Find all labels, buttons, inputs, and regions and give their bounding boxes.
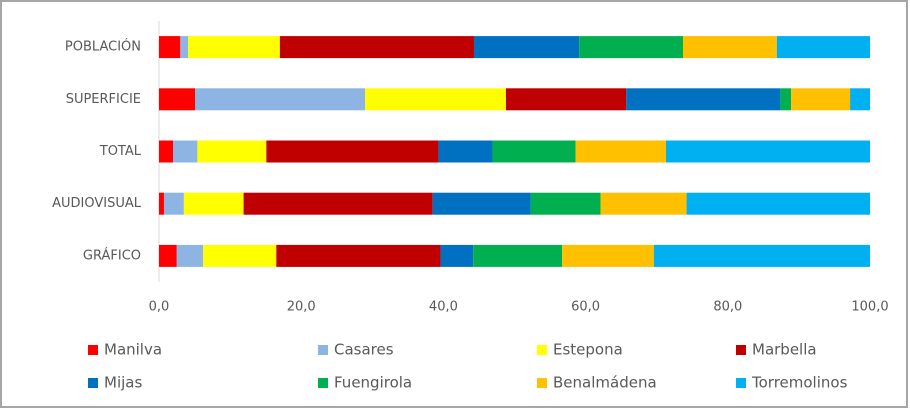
legend-label: Estepona bbox=[553, 341, 623, 359]
legend-label: Manilva bbox=[104, 341, 162, 359]
bar-segment bbox=[665, 140, 870, 163]
bar-segment bbox=[686, 192, 870, 215]
bar-segment bbox=[530, 192, 601, 215]
bar-segment bbox=[203, 244, 277, 267]
bar-segment bbox=[780, 88, 792, 111]
bar-segment bbox=[505, 88, 627, 111]
bar-segment bbox=[365, 88, 506, 111]
bar-segment bbox=[600, 192, 687, 215]
bar-segment bbox=[850, 88, 870, 111]
bar-segment bbox=[173, 140, 198, 163]
x-tick-label: 80,0 bbox=[713, 300, 742, 315]
legend-label: Mijas bbox=[104, 374, 142, 392]
bar-segment bbox=[579, 36, 684, 59]
y-tick-label: POBLACIÓN bbox=[65, 39, 141, 55]
bar-segment bbox=[183, 192, 244, 215]
legend-swatch bbox=[318, 345, 328, 355]
legend-swatch bbox=[537, 345, 547, 355]
legend-swatch bbox=[736, 345, 746, 355]
legend-swatch bbox=[736, 378, 746, 388]
bar-segment bbox=[163, 192, 184, 215]
y-tick-label: TOTAL bbox=[99, 144, 142, 159]
legend-label: Torremolinos bbox=[751, 374, 848, 392]
y-tick-label: GRÁFICO bbox=[83, 247, 141, 263]
legend-label: Fuengirola bbox=[334, 374, 412, 392]
bar-segment bbox=[776, 36, 870, 59]
legend-label: Casares bbox=[334, 341, 394, 359]
bar-segment bbox=[473, 244, 563, 267]
bar-segment bbox=[159, 140, 174, 163]
legend-swatch bbox=[537, 378, 547, 388]
bar-segment bbox=[438, 140, 493, 163]
x-tick-label: 20,0 bbox=[287, 300, 316, 315]
bar-segment bbox=[243, 192, 433, 215]
bar-segment bbox=[492, 140, 576, 163]
bar-segment bbox=[432, 192, 531, 215]
bar-segment bbox=[473, 36, 580, 59]
bar-segment bbox=[653, 244, 870, 267]
bar-segment bbox=[791, 88, 851, 111]
legend-swatch bbox=[318, 378, 328, 388]
y-tick-label: SUPERFICIE bbox=[66, 92, 141, 107]
y-tick-label: AUDIOVISUAL bbox=[52, 196, 142, 211]
bar-segment bbox=[180, 36, 189, 59]
bar-segment bbox=[159, 88, 196, 111]
bar-segment bbox=[276, 244, 441, 267]
bar-segment bbox=[176, 244, 204, 267]
bar-segment bbox=[562, 244, 654, 267]
bar-segment bbox=[159, 192, 164, 215]
x-tick-label: 60,0 bbox=[571, 300, 600, 315]
bar-segment bbox=[159, 36, 181, 59]
legend-swatch bbox=[88, 378, 98, 388]
legend-label: Marbella bbox=[752, 341, 817, 359]
bar-segment bbox=[159, 244, 177, 267]
x-tick-label: 0,0 bbox=[149, 300, 170, 315]
x-tick-label: 100,0 bbox=[851, 300, 888, 315]
x-tick-label: 40,0 bbox=[429, 300, 458, 315]
bar-segment bbox=[188, 36, 280, 59]
bar-segment bbox=[279, 36, 474, 59]
bar-segment bbox=[266, 140, 439, 163]
bar-segment bbox=[683, 36, 777, 59]
bar-segment bbox=[197, 140, 267, 163]
bar-segment bbox=[195, 88, 366, 111]
bar-segment bbox=[626, 88, 781, 111]
bar-segment bbox=[575, 140, 666, 163]
legend-label: Benalmádena bbox=[553, 374, 657, 392]
bar-segment bbox=[440, 244, 474, 267]
legend-swatch bbox=[88, 345, 98, 355]
